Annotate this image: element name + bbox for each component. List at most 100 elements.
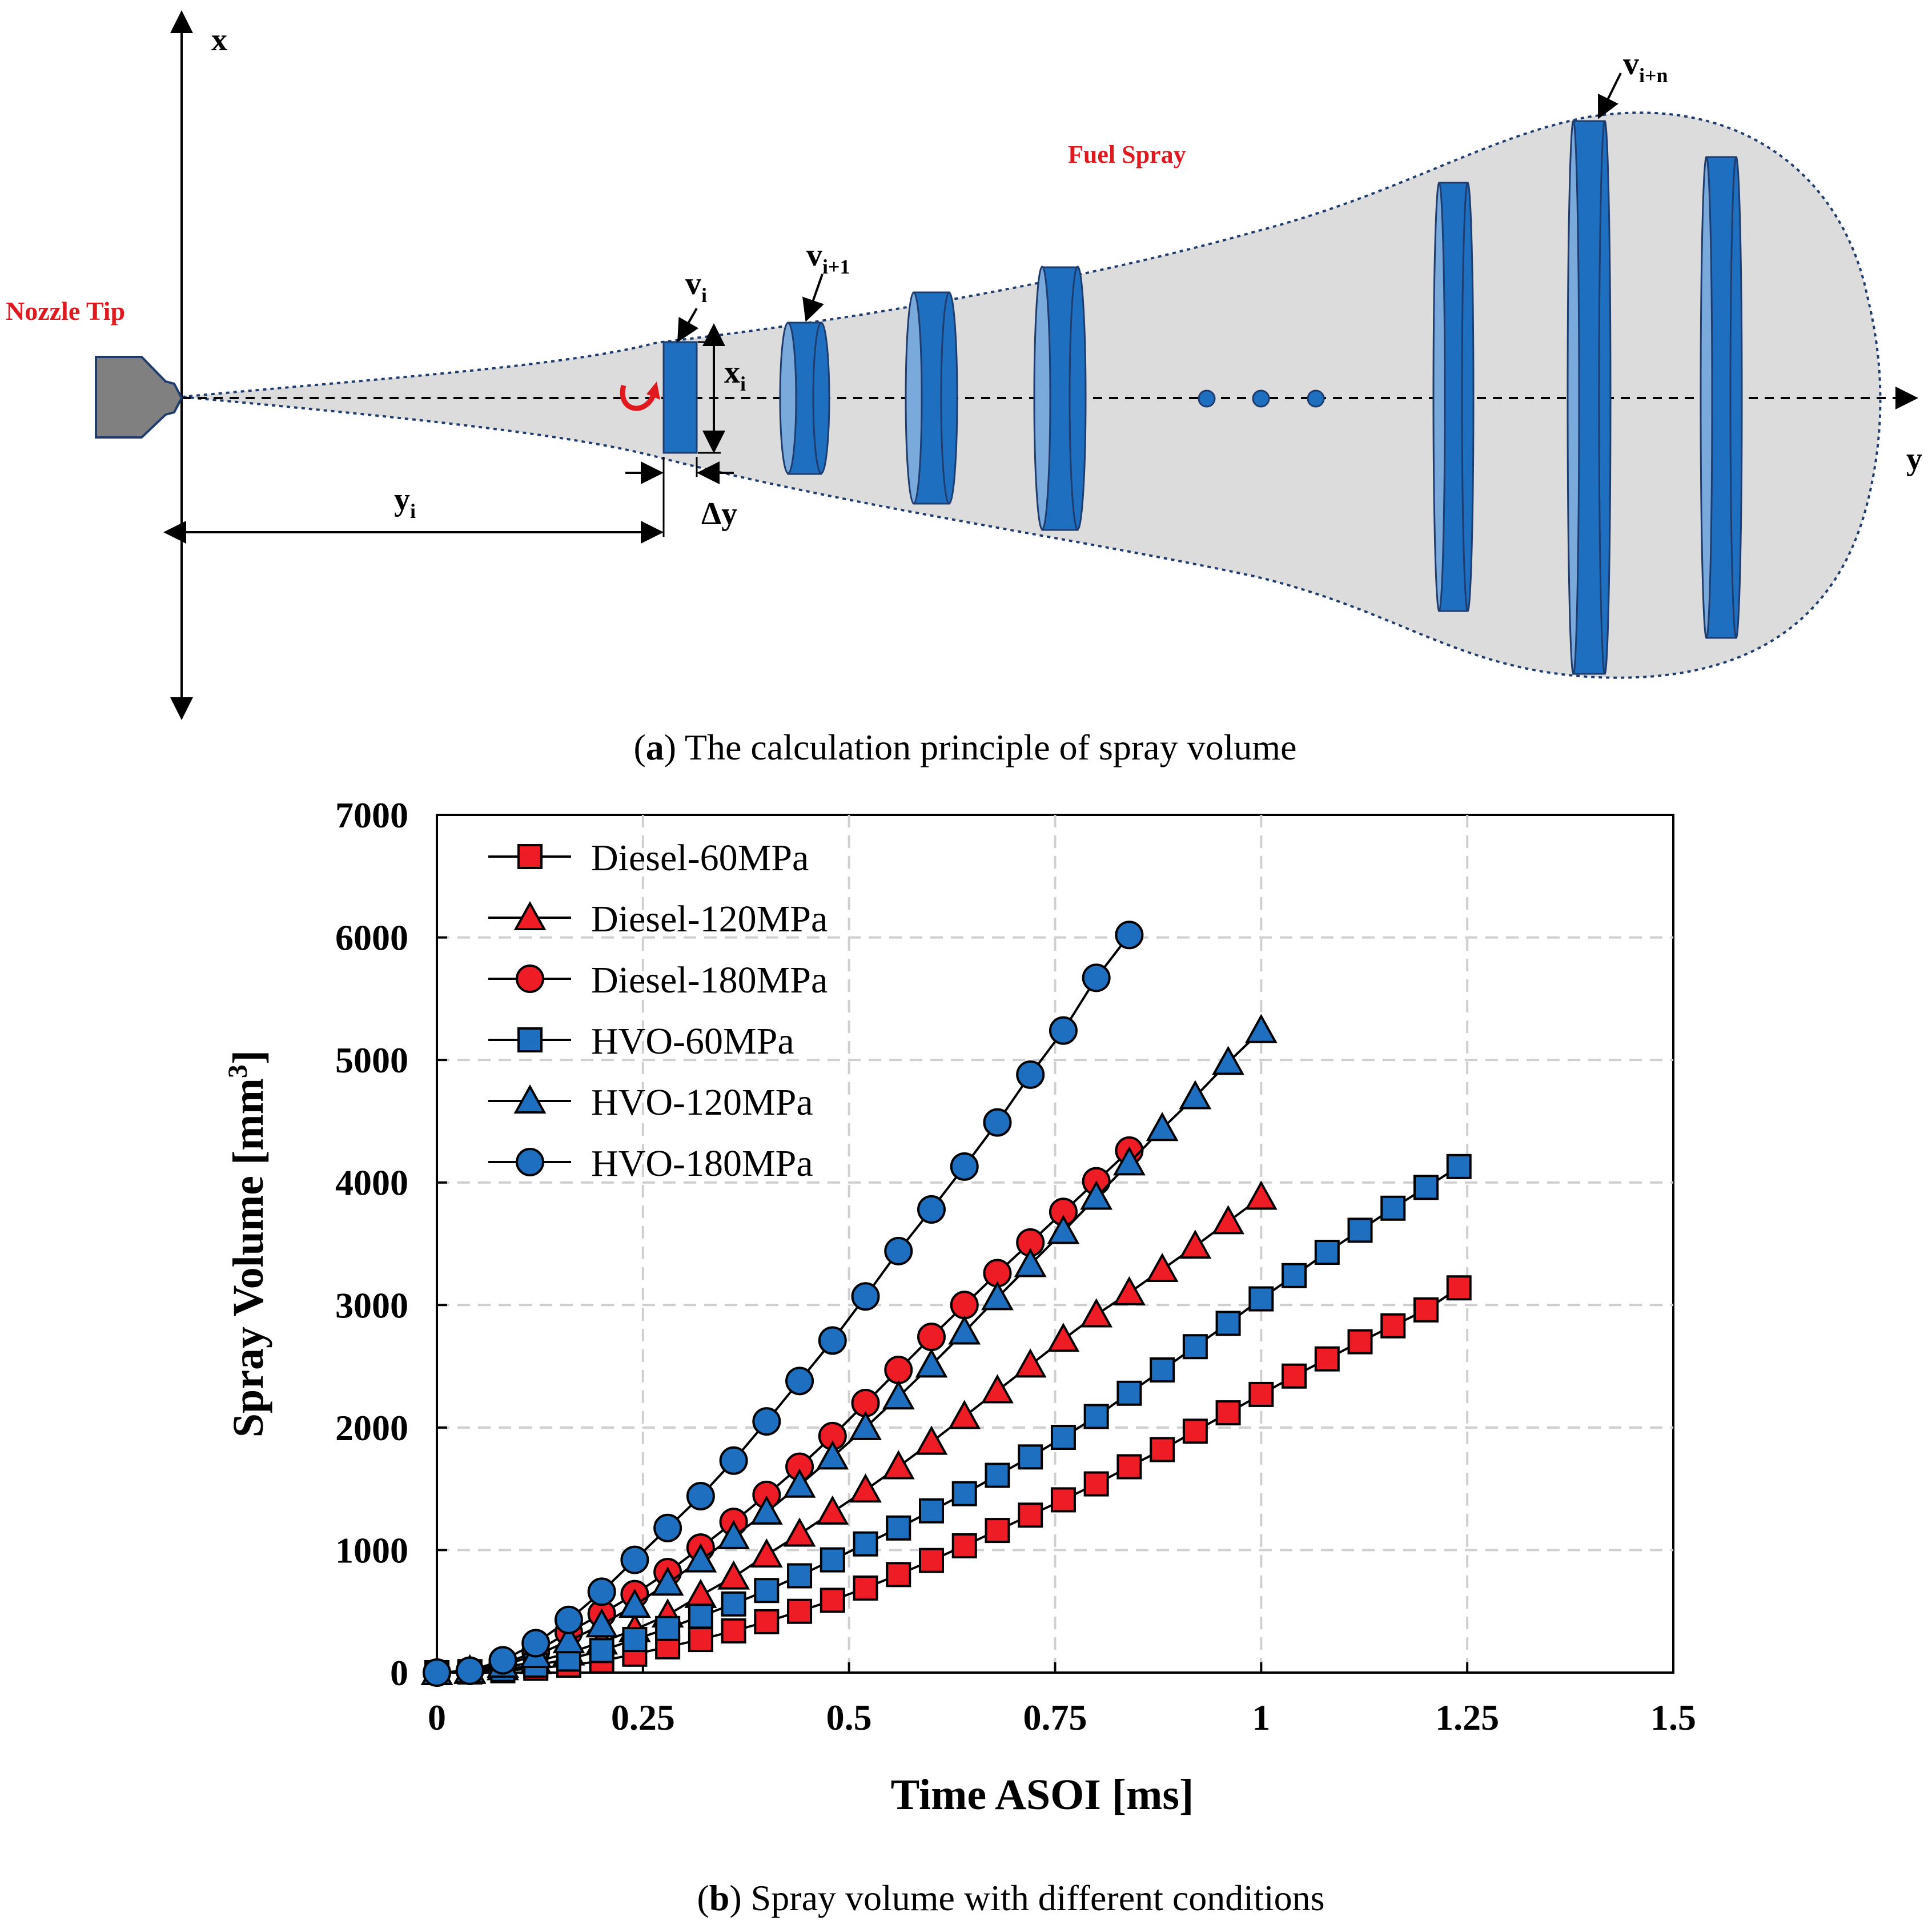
data-point — [1212, 1046, 1244, 1075]
data-point — [884, 1236, 913, 1265]
data-point — [1082, 963, 1111, 992]
fuel-spray-plume — [181, 111, 1882, 679]
data-point — [1413, 1175, 1439, 1200]
data-point — [816, 1440, 849, 1470]
caption-b: (b) Spray volume with different conditio… — [697, 1878, 1324, 1918]
data-point — [1215, 1311, 1241, 1336]
data-point — [983, 1108, 1012, 1137]
data-point — [423, 1658, 451, 1687]
legend-label: Diesel-120MPa — [591, 898, 828, 940]
label-vin: vi+n — [1623, 46, 1668, 87]
data-point — [1116, 1380, 1142, 1406]
data-point — [1182, 1334, 1208, 1360]
data-point — [882, 1380, 915, 1410]
data-point — [917, 1323, 946, 1352]
y-axis-label: y — [1906, 441, 1922, 477]
data-point — [717, 1560, 750, 1590]
data-point — [688, 1627, 713, 1653]
data-point — [1047, 1323, 1080, 1352]
data-point — [620, 1545, 649, 1574]
data-point — [1146, 1112, 1179, 1142]
data-point — [783, 1468, 816, 1498]
x-tick-label: 0.5 — [826, 1697, 872, 1738]
legend-marker — [516, 1148, 544, 1176]
data-point — [1083, 1404, 1109, 1429]
data-point — [985, 1462, 1010, 1488]
spray-disc-vi1 — [779, 321, 830, 475]
legend-marker — [516, 964, 544, 993]
fuel-spray-label: Fuel Spray — [1068, 140, 1186, 168]
data-point — [1018, 1444, 1043, 1470]
data-point — [853, 1531, 878, 1557]
label-vi1: vi+1 — [806, 238, 850, 278]
data-point — [752, 1407, 781, 1436]
label-vi: vi — [685, 266, 707, 307]
data-point — [849, 1410, 882, 1440]
data-point — [981, 1374, 1014, 1404]
series-line — [436, 1150, 1130, 1674]
data-point — [622, 1627, 648, 1653]
data-point — [882, 1450, 915, 1480]
y-tick-label: 2000 — [335, 1408, 408, 1448]
legend-entry: HVO-180MPa — [488, 1143, 813, 1184]
data-point — [915, 1348, 948, 1378]
legend-entry: HVO-120MPa — [488, 1082, 813, 1123]
data-point — [1113, 1146, 1146, 1176]
data-point — [717, 1520, 750, 1549]
data-point — [587, 1577, 616, 1606]
data-point — [1150, 1357, 1175, 1383]
data-point — [585, 1608, 618, 1638]
ellipsis-dot — [1252, 389, 1270, 408]
data-point — [1248, 1286, 1274, 1312]
legend-entry: Diesel-180MPa — [488, 959, 828, 1001]
spray-disc-6 — [1432, 182, 1475, 612]
data-point — [985, 1518, 1010, 1544]
data-point — [919, 1498, 944, 1524]
data-point — [488, 1646, 517, 1675]
data-point — [750, 1495, 783, 1525]
data-point — [1380, 1313, 1406, 1339]
data-point — [785, 1367, 814, 1396]
legend-label: Diesel-180MPa — [591, 959, 828, 1001]
data-point — [554, 1605, 583, 1634]
data-point — [981, 1281, 1014, 1311]
x-axis-label: x — [211, 22, 227, 58]
data-point — [1179, 1229, 1212, 1259]
data-point — [787, 1598, 813, 1624]
data-point — [1215, 1400, 1241, 1426]
spray-volume-chart: 0 0.25 0.5 0.75 1 1.25 1.5 0 1000 2000 3000 4000 500… — [223, 795, 1696, 1819]
data-point — [1146, 1252, 1179, 1283]
data-point — [1050, 1487, 1076, 1513]
data-point — [884, 1356, 913, 1385]
spray-disc-4 — [1033, 266, 1087, 531]
data-point — [1050, 1425, 1076, 1450]
data-point — [686, 1482, 715, 1511]
series-diesel-60mpa — [424, 1275, 1472, 1685]
y-tick-label: 4000 — [335, 1163, 408, 1203]
data-point — [1380, 1195, 1406, 1221]
data-point — [1282, 1363, 1307, 1389]
data-point — [820, 1547, 845, 1573]
data-point — [950, 1152, 979, 1181]
legend-marker — [513, 1084, 547, 1114]
spray-disc-8 — [1700, 156, 1743, 639]
data-point — [1244, 1014, 1278, 1043]
ellipsis-dot — [1198, 389, 1216, 408]
data-point — [816, 1495, 849, 1525]
data-point — [948, 1315, 981, 1345]
data-point — [721, 1618, 746, 1644]
legend-entry: Diesel-120MPa — [488, 898, 828, 940]
data-point — [1314, 1240, 1340, 1265]
data-point — [552, 1624, 585, 1654]
x-tick-label: 0.25 — [611, 1697, 675, 1738]
data-point — [1413, 1297, 1439, 1323]
data-point — [1014, 1348, 1047, 1378]
data-point — [886, 1515, 911, 1541]
data-point — [684, 1543, 717, 1573]
data-point — [950, 1291, 979, 1320]
data-point — [886, 1562, 911, 1588]
data-point — [651, 1566, 684, 1596]
x-tick-label: 0.75 — [1023, 1697, 1087, 1738]
y-tick-label: 7000 — [335, 795, 408, 835]
data-point — [1116, 1454, 1142, 1480]
